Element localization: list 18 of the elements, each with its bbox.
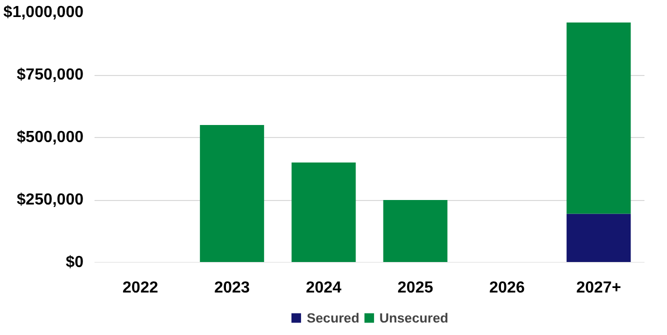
x-tick-label: 2025 <box>398 280 434 296</box>
x-tick-label: 2022 <box>122 280 158 296</box>
x-tick-label: 2026 <box>489 280 525 296</box>
legend-label: Secured <box>306 310 360 325</box>
y-tick-label: $1,000,000 <box>3 4 84 21</box>
x-tick-label: 2027+ <box>576 280 622 296</box>
bar <box>383 200 448 262</box>
bar <box>292 162 356 262</box>
y-tick-label: $250,000 <box>16 192 84 208</box>
x-tick-label: 2023 <box>214 280 250 296</box>
y-tick-label: $0 <box>66 254 84 271</box>
y-tick-label: $500,000 <box>16 129 84 146</box>
legend-label: Unsecured <box>379 310 448 325</box>
bar <box>566 22 631 214</box>
bar <box>200 125 264 262</box>
bar <box>566 214 631 262</box>
x-tick-label: 2024 <box>306 280 342 296</box>
y-tick-label: $750,000 <box>16 66 84 84</box>
